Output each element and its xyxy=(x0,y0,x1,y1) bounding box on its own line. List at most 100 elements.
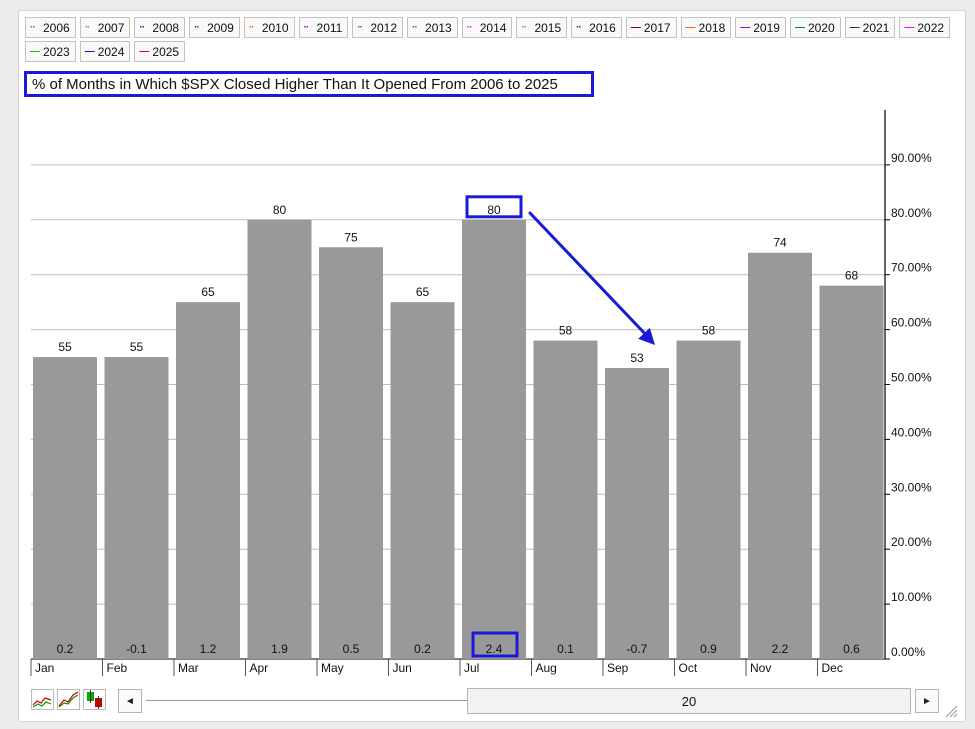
legend-marker-icon: ·· xyxy=(357,21,363,33)
bar-bottom-label: -0.7 xyxy=(627,642,648,656)
bar-bottom-label: 0.2 xyxy=(57,642,74,656)
legend-chip-2009[interactable]: ·· 2009 xyxy=(189,17,240,38)
legend-marker-icon: ·· xyxy=(466,21,473,33)
y-tick-label: 50.00% xyxy=(891,371,932,385)
bar-jun xyxy=(390,302,455,659)
bar-mar xyxy=(176,302,240,659)
legend-marker-icon: ·· xyxy=(412,21,418,33)
bar-bottom-label: 0.6 xyxy=(843,642,860,656)
bar-value-label: 53 xyxy=(630,351,644,365)
bar-bottom-label: -0.1 xyxy=(126,642,147,656)
bar-value-label: 80 xyxy=(487,203,501,217)
bar-jan xyxy=(33,357,97,659)
bar-bottom-label: 1.2 xyxy=(200,642,217,656)
y-tick-label: 90.00% xyxy=(891,151,932,165)
bar-bottom-label: 0.1 xyxy=(557,642,574,656)
legend-chip-2015[interactable]: ·· 2015 xyxy=(516,17,568,38)
trend-chart-icon[interactable] xyxy=(57,689,80,710)
y-tick-label: 70.00% xyxy=(891,261,932,275)
x-tick-label: Sep xyxy=(607,661,629,675)
x-tick-label: Dec xyxy=(822,661,843,675)
scroll-track[interactable] xyxy=(146,700,468,701)
legend-marker-icon: ·· xyxy=(303,21,310,33)
legend-chip-2022[interactable]: —2022 xyxy=(899,17,951,38)
legend-label: 2011 xyxy=(316,20,343,35)
bar-oct xyxy=(676,340,741,659)
legend-chip-2019[interactable]: —2019 xyxy=(735,17,786,38)
x-tick-label: Oct xyxy=(679,661,698,675)
bar-value-label: 68 xyxy=(845,269,859,283)
annotation-arrow xyxy=(528,211,652,341)
bar-feb xyxy=(104,357,169,659)
resize-grip-icon[interactable] xyxy=(944,704,958,718)
legend-chip-2014[interactable]: ·· 2014 xyxy=(461,17,513,38)
legend-label: 2019 xyxy=(753,20,780,35)
legend-label: 2017 xyxy=(643,20,671,35)
bar-value-label: 75 xyxy=(344,230,358,244)
bar-nov xyxy=(748,252,812,660)
legend-marker-icon: — xyxy=(630,21,641,33)
chart-title: % of Months in Which $SPX Closed Higher … xyxy=(24,71,594,97)
x-tick-label: Jan xyxy=(35,661,54,675)
y-tick-label: 40.00% xyxy=(891,425,932,439)
legend-marker-icon: — xyxy=(794,21,805,33)
legend-chip-2006[interactable]: ·· 2006 xyxy=(25,17,76,38)
bar-bottom-label: 0.2 xyxy=(414,642,431,656)
candlestick-icon[interactable] xyxy=(83,689,106,710)
legend-chip-2010[interactable]: ·· 2010 xyxy=(243,17,295,38)
legend-chip-2023[interactable]: —2023 xyxy=(25,41,76,62)
x-tick-label: Jul xyxy=(464,661,479,675)
x-tick-label: Mar xyxy=(178,661,199,675)
y-tick-label: 0.00% xyxy=(891,645,925,659)
y-tick-label: 10.00% xyxy=(891,590,932,604)
highlight-box-top xyxy=(465,195,523,219)
legend-label: 2010 xyxy=(261,20,289,35)
legend-label: 2016 xyxy=(589,20,616,35)
scroll-right-button[interactable]: ► xyxy=(915,689,939,713)
bar-dec xyxy=(819,285,884,659)
bar-bottom-label: 0.5 xyxy=(343,642,360,656)
legend-label: 2022 xyxy=(917,20,945,35)
scroll-left-button[interactable]: ◄ xyxy=(118,689,142,713)
legend-marker-icon: — xyxy=(849,21,860,33)
x-tick-label: Aug xyxy=(536,661,557,675)
legend-chip-2012[interactable]: ·· 2012 xyxy=(352,17,404,38)
legend-chip-2017[interactable]: —2017 xyxy=(625,17,677,38)
bar-value-label: 55 xyxy=(58,340,72,354)
legend-chip-2016[interactable]: ·· 2016 xyxy=(571,17,622,38)
bar-value-label: 74 xyxy=(773,236,787,250)
bar-bottom-label: 2.4 xyxy=(486,642,503,656)
legend-chip-2007[interactable]: ·· 2007 xyxy=(79,17,131,38)
bar-bottom-label: 1.9 xyxy=(271,642,288,656)
line-chart-icon[interactable] xyxy=(31,689,54,710)
x-tick-label: Jun xyxy=(393,661,412,675)
legend-marker-icon: — xyxy=(84,45,95,57)
legend-label: 2018 xyxy=(698,20,726,35)
legend-chip-2021[interactable]: —2021 xyxy=(844,17,896,38)
legend-chip-2024[interactable]: —2024 xyxy=(79,41,131,62)
legend-chip-2011[interactable]: ·· 2011 xyxy=(298,17,349,38)
legend-chip-2013[interactable]: ·· 2013 xyxy=(407,17,458,38)
legend-marker-icon: ·· xyxy=(30,21,36,33)
x-tick-label: May xyxy=(321,661,344,675)
legend-marker-icon: — xyxy=(740,21,750,33)
bar-bottom-label: 2.2 xyxy=(772,642,789,656)
bar-value-label: 65 xyxy=(416,285,430,299)
legend-label: 2009 xyxy=(207,20,234,35)
y-tick-label: 20.00% xyxy=(891,535,932,549)
legend-chip-2018[interactable]: —2018 xyxy=(680,17,732,38)
legend-marker-icon: ·· xyxy=(194,21,200,33)
bar-value-label: 55 xyxy=(130,340,144,354)
legend-marker-icon: ·· xyxy=(139,21,145,33)
bar-aug xyxy=(533,340,598,659)
scroll-thumb[interactable]: 20 xyxy=(467,688,911,714)
x-tick-label: Apr xyxy=(250,661,269,675)
legend-marker-icon: ·· xyxy=(84,21,91,33)
legend-label: 2023 xyxy=(43,44,70,59)
legend-chip-2020[interactable]: —2020 xyxy=(789,17,841,38)
legend-marker-icon: — xyxy=(30,45,40,57)
legend-chip-2025[interactable]: —2025 xyxy=(134,41,186,62)
legend-chip-2008[interactable]: ·· 2008 xyxy=(134,17,186,38)
y-tick-label: 60.00% xyxy=(891,316,932,330)
legend-label: 2014 xyxy=(479,20,507,35)
